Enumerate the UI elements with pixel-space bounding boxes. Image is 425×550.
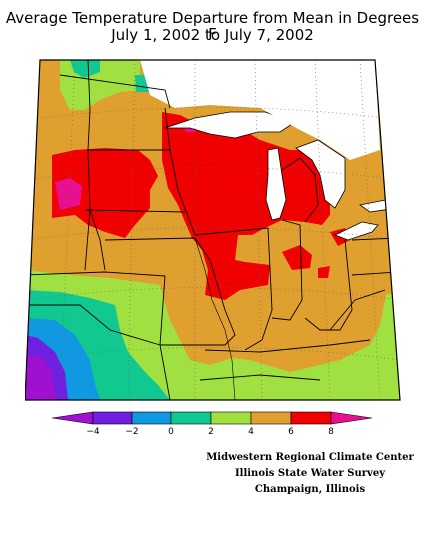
state-boundaries	[25, 60, 399, 400]
band-below-neg4	[25, 355, 56, 400]
map-title: Average Temperature Departure from Mean …	[5, 9, 420, 43]
legend-tick-label: 2	[208, 427, 214, 436]
band-above-8	[55, 178, 82, 210]
band-0-2-north-a	[70, 60, 100, 78]
legend-tick-label: 0	[168, 427, 174, 436]
legend-right-arrow	[330, 411, 373, 425]
legend-tick-label: 8	[328, 427, 334, 436]
map-border	[25, 59, 401, 401]
legend-tick-label: −4	[86, 427, 100, 436]
lake-erie	[333, 221, 379, 241]
legend-tick-label: 4	[248, 427, 254, 436]
color-legend: −4 −2 0 2 4 6 8	[51, 411, 373, 436]
map-date-range: July 1, 2002 to July 7, 2002	[111, 26, 314, 44]
lake-michigan	[265, 147, 287, 221]
legend-swatch-neg2-0	[131, 411, 172, 425]
band-6-8-east-b	[318, 266, 330, 278]
legend-swatch-6-8	[290, 411, 332, 425]
legend-tick-label: −2	[125, 427, 138, 436]
credit-organization: Midwestern Regional Climate Center	[206, 452, 414, 463]
lake-huron	[295, 139, 346, 209]
canada-land	[140, 60, 380, 160]
legend-tick-label: 6	[288, 427, 294, 436]
legend-swatch-neg4-neg2	[92, 411, 133, 425]
lake-superior	[164, 111, 296, 139]
band-6-8-west	[52, 148, 158, 238]
temperature-departure-map	[25, 59, 401, 401]
legend-swatch-0-2	[170, 411, 212, 425]
legend-left-arrow	[51, 411, 94, 425]
credit-survey: Illinois State Water Survey	[234, 468, 386, 479]
graticule	[25, 60, 400, 400]
legend-swatch-2-4	[210, 411, 252, 425]
band-6-8-central	[162, 112, 330, 300]
band-6-8-east-a	[282, 245, 312, 270]
credit-location: Champaign, Illinois	[254, 484, 366, 495]
legend-swatch-4-6	[250, 411, 292, 425]
